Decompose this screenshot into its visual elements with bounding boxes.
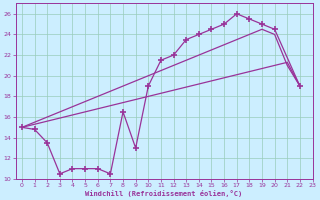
X-axis label: Windchill (Refroidissement éolien,°C): Windchill (Refroidissement éolien,°C): [85, 190, 243, 197]
